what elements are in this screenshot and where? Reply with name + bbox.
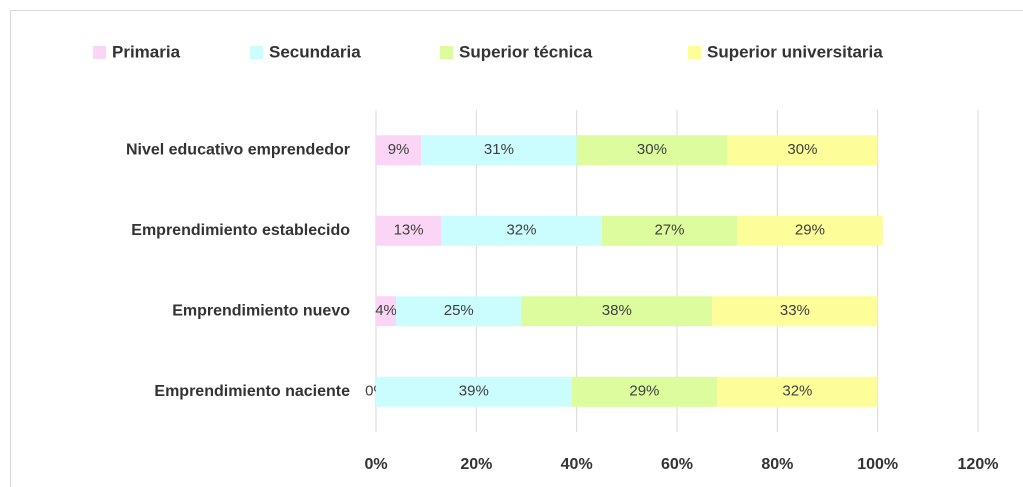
data-label: 25% [444,302,474,319]
data-label: 38% [602,302,632,319]
legend-label: Superior técnica [459,42,593,61]
bar-segment [441,215,602,246]
x-tick-label: 120% [958,456,999,473]
bar-segment [717,376,878,407]
data-label: 39% [459,383,489,400]
bar-segment [521,296,713,327]
y-tick-label: Emprendimiento nuevo [172,302,350,319]
bar-segment [727,135,878,166]
bar-segment [376,376,572,407]
bar-segment [421,135,577,166]
data-label: 33% [780,302,810,319]
data-label: 31% [484,141,514,158]
data-label: 32% [506,222,536,239]
data-label: 32% [782,383,812,400]
x-tick-label: 40% [561,456,593,473]
legend-swatch [440,46,453,59]
x-tick-label: 80% [761,456,793,473]
data-label: 30% [637,141,667,158]
legend-label: Primaria [112,42,181,61]
data-label: 29% [629,383,659,400]
legend-swatch [93,46,106,59]
y-tick-label: Emprendimiento naciente [154,383,350,400]
x-tick-label: 0% [364,456,387,473]
data-label: 27% [654,222,684,239]
data-label: 9% [388,141,410,158]
y-tick-label: Emprendimiento establecido [131,222,350,239]
bar-segment [712,296,878,327]
y-tick-label: Nivel educativo emprendedor [126,141,350,158]
legend-swatch [688,46,701,59]
x-tick-label: 60% [661,456,693,473]
data-label: 13% [394,222,424,239]
bar-segment [396,296,522,327]
x-tick-label: 20% [460,456,492,473]
data-label: 29% [795,222,825,239]
x-tick-label: 100% [857,456,898,473]
bar-segment [571,376,718,407]
chart-border [10,10,1023,487]
bar-segment [737,215,883,246]
legend-label: Superior universitaria [707,42,883,61]
bar-segment [601,215,738,246]
bar-segment [376,215,442,246]
bar-segment [376,135,422,166]
legend-label: Secundaria [269,42,361,61]
data-label: 30% [787,141,817,158]
bar-segment [576,135,728,166]
legend-swatch [250,46,263,59]
bar-segment [376,296,397,327]
data-label: 4% [375,302,397,319]
